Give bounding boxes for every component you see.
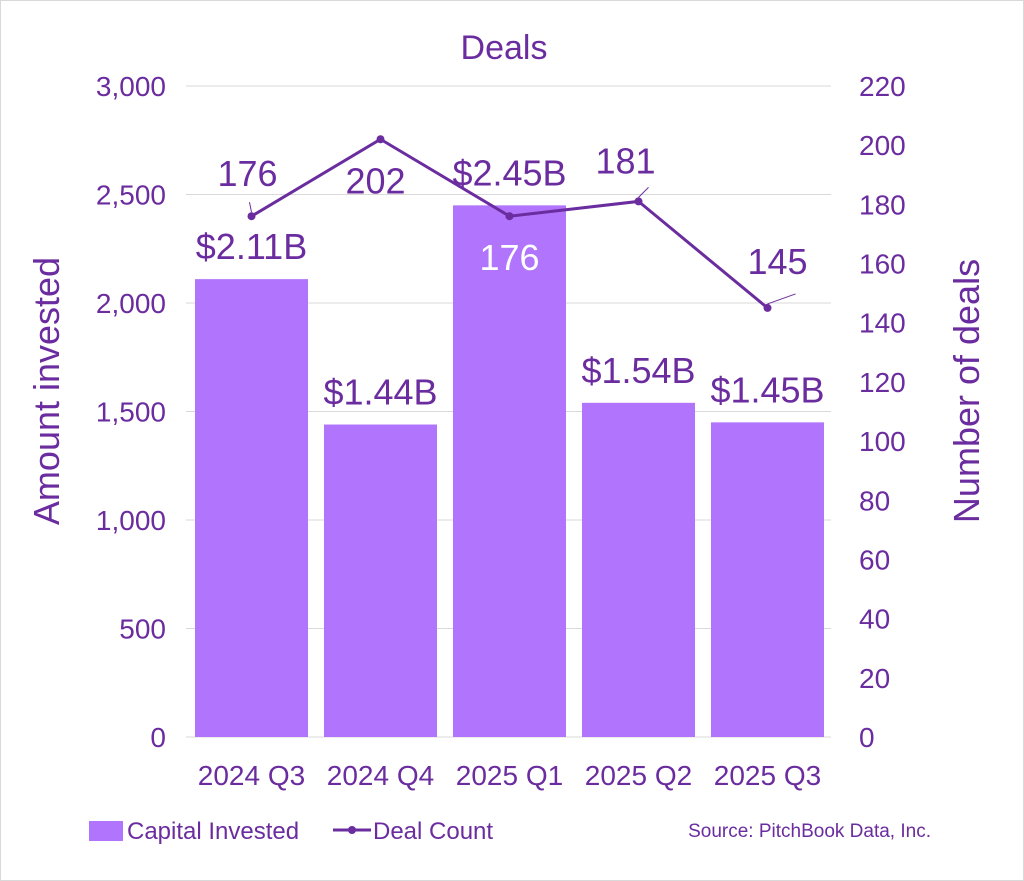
right-tick-label: 80 bbox=[859, 485, 890, 516]
category-label: 2024 Q4 bbox=[327, 760, 434, 791]
line-data-label: 176 bbox=[217, 153, 277, 194]
deal-count-point bbox=[634, 197, 643, 206]
line-data-label: 176 bbox=[479, 237, 539, 278]
bar-data-label: $2.45B bbox=[452, 152, 566, 193]
bar-data-label: $1.44B bbox=[323, 372, 437, 413]
legend-label-capital-invested: Capital Invested bbox=[127, 818, 299, 845]
line-data-label: 181 bbox=[595, 140, 655, 181]
legend: Capital Invested Deal Count bbox=[89, 818, 493, 845]
left-tick-label: 1,500 bbox=[96, 397, 166, 428]
legend-swatch-capital-invested bbox=[89, 821, 123, 841]
left-tick-label: 2,000 bbox=[96, 288, 166, 319]
source-note: Source: PitchBook Data, Inc. bbox=[688, 821, 931, 842]
left-tick-label: 0 bbox=[150, 722, 166, 753]
right-tick-label: 0 bbox=[859, 722, 875, 753]
right-tick-label: 200 bbox=[859, 130, 906, 161]
right-tick-label: 120 bbox=[859, 367, 906, 398]
bar-capital-invested bbox=[324, 424, 437, 737]
leader-line bbox=[249, 202, 252, 213]
deal-count-point bbox=[763, 303, 772, 312]
bar-data-label: $2.11B bbox=[196, 226, 307, 267]
bar-capital-invested bbox=[582, 402, 695, 737]
deal-count-line bbox=[247, 135, 772, 312]
left-tick-label: 500 bbox=[119, 614, 166, 645]
leader-line bbox=[638, 187, 649, 198]
left-axis-ticks: 0 500 1,000 1,500 2,000 2,500 3,000 bbox=[96, 71, 166, 753]
category-label: 2025 Q1 bbox=[456, 760, 563, 791]
right-tick-label: 180 bbox=[859, 189, 906, 220]
right-tick-label: 40 bbox=[859, 604, 890, 635]
line-data-label: 202 bbox=[345, 160, 405, 201]
left-tick-label: 3,000 bbox=[96, 71, 166, 102]
bar-capital-invested bbox=[453, 205, 566, 738]
deal-count-point bbox=[247, 212, 256, 221]
right-tick-label: 220 bbox=[859, 71, 906, 102]
right-axis-title: Number of deals bbox=[946, 259, 987, 523]
leader-line bbox=[767, 293, 796, 305]
right-tick-label: 60 bbox=[859, 544, 890, 575]
bar-capital-invested bbox=[711, 422, 824, 737]
bars bbox=[195, 205, 824, 738]
right-tick-label: 100 bbox=[859, 426, 906, 457]
category-label: 2025 Q3 bbox=[714, 760, 821, 791]
category-label: 2025 Q2 bbox=[585, 760, 692, 791]
right-tick-label: 140 bbox=[859, 308, 906, 339]
chart-title: Deals bbox=[461, 29, 548, 67]
right-tick-label: 20 bbox=[859, 663, 890, 694]
deal-count-point bbox=[376, 135, 385, 144]
right-tick-label: 160 bbox=[859, 249, 906, 280]
bar-data-label: $1.45B bbox=[710, 369, 824, 410]
category-label: 2024 Q3 bbox=[198, 760, 305, 791]
bar-capital-invested bbox=[195, 279, 308, 737]
legend-label-deal-count: Deal Count bbox=[373, 818, 493, 845]
deal-count-point bbox=[505, 212, 514, 221]
left-tick-label: 1,000 bbox=[96, 505, 166, 536]
right-axis-ticks: 0 20 40 60 80 100 120 140 160 180 200 220 bbox=[859, 71, 906, 753]
legend-marker-deal-count bbox=[348, 826, 356, 834]
bar-data-label: $1.54B bbox=[581, 350, 695, 391]
line-data-labels: 176 202 176 181 145 bbox=[217, 140, 808, 305]
left-axis-title: Amount invested bbox=[26, 257, 67, 525]
line-data-label: 145 bbox=[747, 241, 807, 282]
left-tick-label: 2,500 bbox=[96, 180, 166, 211]
category-labels: 2024 Q3 2024 Q4 2025 Q1 2025 Q2 2025 Q3 bbox=[198, 760, 821, 791]
bar-data-labels: $2.11B $1.44B $2.45B $1.54B $1.45B bbox=[196, 152, 825, 412]
